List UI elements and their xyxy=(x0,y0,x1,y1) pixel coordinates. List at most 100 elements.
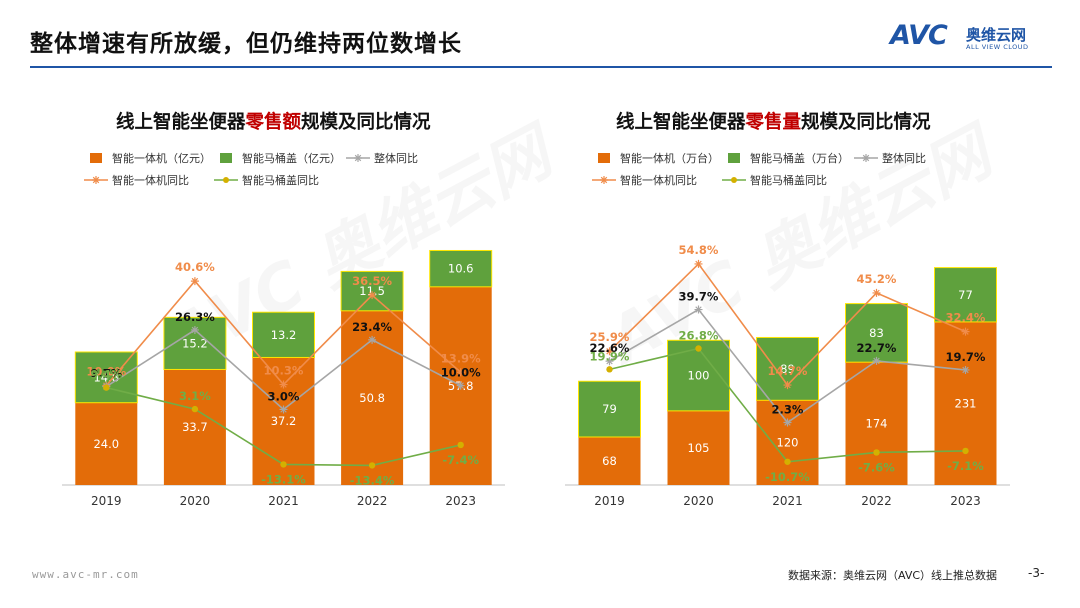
marker-cover-yoy xyxy=(457,441,464,449)
bar-label-integrated: 105 xyxy=(688,441,710,455)
label-integrated-yoy: 10.0% xyxy=(86,365,126,379)
chart-title-retail-volume: 线上智能坐便器零售量规模及同比情况 xyxy=(616,108,931,134)
label-total-yoy: 9.7% xyxy=(90,367,122,381)
x-tick-label: 2023 xyxy=(445,494,476,508)
page-number: -3- xyxy=(1028,566,1045,580)
chart-title-highlight: 零售额 xyxy=(245,112,302,133)
slide-title: 整体增速有所放缓，但仍维持两位数增长 xyxy=(30,31,462,57)
marker-integrated-yoy xyxy=(961,327,970,336)
bar-label-cover: 15.2 xyxy=(182,336,208,350)
bar-integrated-2023 xyxy=(934,321,997,485)
chart-title-part: 规模及同比情况 xyxy=(301,112,431,133)
bar-integrated-2019 xyxy=(578,437,641,485)
legend-marker xyxy=(354,154,362,162)
bar-cover-2023 xyxy=(429,249,493,288)
chart-title-highlight: 零售量 xyxy=(745,112,802,133)
label-integrated-yoy: 10.3% xyxy=(264,364,304,378)
marker-cover-yoy xyxy=(280,461,287,468)
label-cover-yoy: -7.4% xyxy=(442,453,479,467)
bar-cover-2022 xyxy=(340,270,404,312)
label-total-yoy: 19.7% xyxy=(946,350,986,364)
legend-marker xyxy=(223,177,229,183)
label-total-yoy: 2.3% xyxy=(772,403,804,417)
marker-cover-yoy xyxy=(873,449,880,456)
bar-label-cover: 13.2 xyxy=(271,328,297,342)
chart-title-part: 规模及同比情况 xyxy=(801,112,931,133)
bar-label-integrated: 24.0 xyxy=(93,437,119,451)
bar-label-integrated: 120 xyxy=(777,436,799,450)
bar-label-cover: 11.5 xyxy=(359,284,385,298)
bar-label-cover: 100 xyxy=(688,369,710,383)
label-integrated-yoy: 36.5% xyxy=(352,274,392,288)
marker-integrated-yoy xyxy=(605,347,614,356)
legend-swatch xyxy=(220,153,232,163)
marker-integrated-yoy xyxy=(456,368,465,377)
bar-integrated-2021 xyxy=(756,400,819,485)
marker-total-yoy xyxy=(694,305,703,314)
marker-total-yoy xyxy=(279,405,288,414)
legend-swatch xyxy=(90,153,102,163)
legend-label: 智能一体机同比 xyxy=(620,173,697,187)
marker-integrated-yoy xyxy=(694,259,703,268)
avc-logo: AVC 奥维云网 ALL VIEW CLOUD xyxy=(890,20,1060,58)
legend-marker xyxy=(92,176,100,184)
bar-cover-2019 xyxy=(578,380,641,438)
label-cover-yoy: -13.1% xyxy=(261,472,306,486)
marker-cover-yoy xyxy=(784,458,791,465)
x-tick-label: 2020 xyxy=(683,494,714,508)
label-cover-yoy: -10.7% xyxy=(765,470,810,484)
label-integrated-yoy: 45.2% xyxy=(857,272,897,286)
x-tick-label: 2022 xyxy=(861,494,892,508)
legend-marker xyxy=(731,177,737,183)
legend-label: 智能马桶盖同比 xyxy=(750,173,827,187)
label-total-yoy: 22.7% xyxy=(857,341,897,355)
x-tick-label: 2021 xyxy=(268,494,299,508)
bar-cover-2021 xyxy=(756,336,819,401)
marker-total-yoy xyxy=(783,418,792,427)
legend-marker xyxy=(600,176,608,184)
x-tick-label: 2021 xyxy=(772,494,803,508)
bar-integrated-2022 xyxy=(845,362,908,485)
legend-label: 智能一体机同比 xyxy=(112,173,189,187)
label-integrated-yoy: 25.9% xyxy=(590,330,630,344)
x-tick-label: 2023 xyxy=(950,494,981,508)
bar-integrated-2020 xyxy=(667,410,730,485)
bar-label-cover: 77 xyxy=(958,288,973,302)
bar-cover-2023 xyxy=(934,267,997,323)
legend-swatch xyxy=(598,153,610,163)
label-cover-yoy: -7.1% xyxy=(947,459,984,473)
marker-cover-yoy xyxy=(695,345,702,352)
header-rule xyxy=(30,66,1052,68)
chart-title-part: 线上智能坐便器 xyxy=(616,112,746,133)
footer-url[interactable]: www.avc-mr.com xyxy=(32,568,139,581)
legend-label: 智能一体机（亿元） xyxy=(112,151,211,165)
marker-cover-yoy xyxy=(962,447,969,455)
legend-label: 智能马桶盖（万台） xyxy=(750,151,849,165)
label-cover-yoy: 9.4% xyxy=(90,368,122,382)
label-cover-yoy: 19.9% xyxy=(590,349,630,363)
x-tick-label: 2019 xyxy=(594,494,625,508)
label-cover-yoy: 3.1% xyxy=(179,389,211,403)
bar-label-cover: 89 xyxy=(780,362,795,376)
marker-cover-yoy xyxy=(606,366,613,373)
marker-cover-yoy xyxy=(103,384,110,391)
label-total-yoy: 26.3% xyxy=(175,310,215,324)
legend-label: 智能马桶盖（亿元） xyxy=(242,151,341,165)
legend-marker xyxy=(862,154,870,162)
marker-integrated-yoy xyxy=(190,277,199,286)
label-cover-yoy: 26.8% xyxy=(679,329,719,343)
marker-total-yoy xyxy=(190,325,199,334)
bar-label-cover: 14.8 xyxy=(93,370,119,384)
bar-integrated-2020 xyxy=(163,369,226,485)
x-tick-label: 2019 xyxy=(91,494,122,508)
label-total-yoy: 22.6% xyxy=(590,341,630,355)
label-total-yoy: 23.4% xyxy=(352,320,392,334)
legend-label: 整体同比 xyxy=(374,151,418,165)
logo-name-cn: 奥维云网 xyxy=(966,26,1027,44)
label-integrated-yoy: 14.7% xyxy=(768,364,808,378)
legend-label: 智能马桶盖同比 xyxy=(242,173,319,187)
charts-canvas: 24.0 14.8 2019 33.7 15.2 2020 37.2 13.2 2021 50.8… xyxy=(62,151,1010,508)
legend-label: 整体同比 xyxy=(882,151,926,165)
logo-name-en: ALL VIEW CLOUD xyxy=(966,43,1029,51)
marker-total-yoy xyxy=(872,356,881,365)
